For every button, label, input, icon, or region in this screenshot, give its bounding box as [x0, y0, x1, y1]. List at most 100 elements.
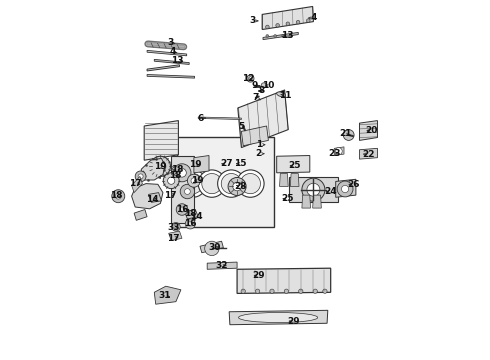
Text: 18: 18 [171, 165, 184, 174]
Circle shape [221, 174, 242, 194]
Polygon shape [289, 177, 338, 202]
Polygon shape [132, 176, 143, 193]
Circle shape [191, 178, 197, 184]
Circle shape [138, 174, 143, 179]
Circle shape [298, 289, 303, 293]
Circle shape [172, 167, 180, 175]
Text: 19: 19 [154, 162, 167, 171]
Text: 10: 10 [262, 81, 274, 90]
Text: 15: 15 [234, 159, 247, 168]
Polygon shape [136, 171, 146, 184]
Text: 9: 9 [252, 81, 258, 90]
Circle shape [302, 178, 325, 201]
Circle shape [188, 222, 193, 226]
Circle shape [261, 83, 266, 88]
Circle shape [173, 164, 191, 182]
Text: 5: 5 [238, 122, 245, 131]
Text: 26: 26 [347, 180, 360, 189]
Circle shape [155, 161, 166, 172]
Circle shape [270, 289, 274, 293]
Circle shape [266, 25, 269, 29]
Text: 18: 18 [110, 191, 122, 199]
Polygon shape [148, 193, 162, 202]
Circle shape [343, 130, 354, 140]
Text: 14: 14 [190, 212, 203, 221]
Text: 3: 3 [168, 38, 173, 47]
Text: 13: 13 [172, 56, 184, 65]
Text: 30: 30 [208, 243, 220, 252]
Polygon shape [336, 179, 356, 197]
Text: 8: 8 [258, 86, 264, 95]
Polygon shape [360, 121, 377, 140]
Polygon shape [147, 65, 179, 71]
Text: 16: 16 [184, 219, 196, 228]
Circle shape [266, 35, 269, 37]
Circle shape [135, 171, 146, 182]
Text: 29: 29 [287, 317, 300, 325]
Circle shape [237, 170, 264, 197]
Polygon shape [154, 59, 189, 64]
Polygon shape [200, 241, 223, 253]
Text: 23: 23 [328, 149, 341, 158]
Polygon shape [169, 231, 182, 240]
Polygon shape [263, 32, 298, 40]
Circle shape [163, 173, 179, 189]
Text: 25: 25 [289, 161, 301, 170]
Circle shape [174, 225, 178, 229]
Circle shape [168, 177, 175, 184]
Circle shape [233, 182, 242, 191]
Text: 24: 24 [324, 187, 337, 196]
Polygon shape [171, 156, 194, 223]
Text: 29: 29 [252, 271, 265, 280]
Polygon shape [262, 6, 314, 30]
Text: 20: 20 [366, 126, 378, 135]
Polygon shape [144, 121, 178, 160]
Polygon shape [313, 195, 321, 208]
Polygon shape [147, 50, 187, 56]
Ellipse shape [239, 312, 318, 323]
Circle shape [335, 148, 342, 155]
Circle shape [296, 21, 300, 24]
Circle shape [150, 156, 171, 176]
Text: 13: 13 [281, 31, 294, 40]
Circle shape [172, 222, 180, 231]
Text: 12: 12 [242, 74, 254, 83]
Circle shape [342, 185, 349, 193]
Circle shape [228, 177, 246, 195]
Circle shape [323, 289, 327, 293]
Polygon shape [280, 174, 288, 186]
Circle shape [218, 170, 245, 197]
Polygon shape [147, 75, 195, 78]
Polygon shape [176, 137, 274, 227]
Polygon shape [229, 310, 328, 325]
Circle shape [178, 168, 186, 177]
Circle shape [198, 170, 225, 197]
Circle shape [282, 35, 285, 37]
Text: 18: 18 [169, 171, 181, 180]
Text: 17: 17 [164, 191, 177, 199]
Polygon shape [154, 286, 181, 304]
Circle shape [185, 189, 190, 194]
Text: 4: 4 [170, 47, 176, 56]
Circle shape [241, 289, 245, 293]
Text: 11: 11 [279, 91, 292, 100]
Polygon shape [242, 126, 269, 146]
Text: 21: 21 [339, 129, 351, 138]
Polygon shape [185, 210, 198, 219]
Text: 33: 33 [168, 223, 180, 232]
Circle shape [112, 190, 125, 203]
Text: 6: 6 [198, 113, 204, 122]
Text: 17: 17 [168, 234, 180, 243]
Text: 27: 27 [220, 159, 233, 168]
Polygon shape [132, 184, 163, 209]
Circle shape [306, 19, 310, 22]
Circle shape [276, 23, 279, 27]
Text: 25: 25 [281, 194, 294, 203]
Circle shape [255, 289, 260, 293]
Circle shape [185, 219, 196, 229]
Text: 7: 7 [253, 94, 259, 102]
Circle shape [286, 22, 290, 26]
Circle shape [284, 289, 289, 293]
Polygon shape [147, 42, 185, 48]
Text: 17: 17 [129, 179, 142, 188]
